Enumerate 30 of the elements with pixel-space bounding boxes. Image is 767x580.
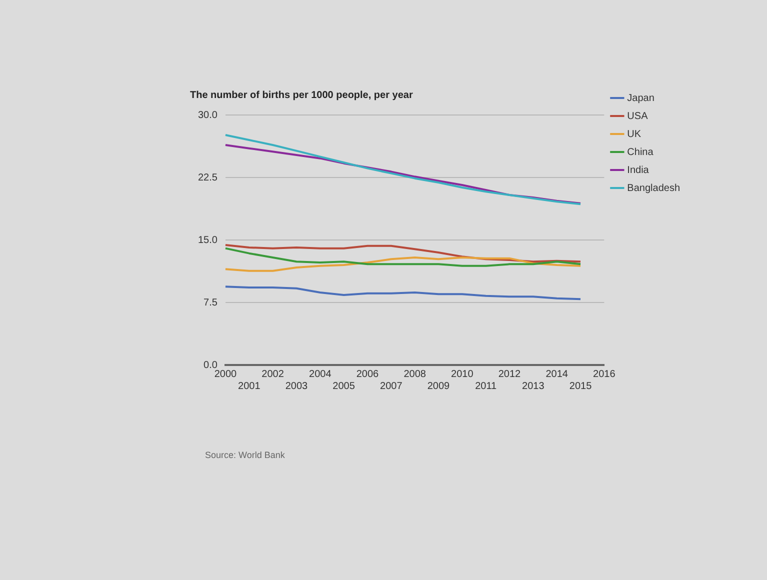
y-tick-label: 30.0 <box>198 110 218 121</box>
legend-label: Bangladesh <box>627 182 680 194</box>
x-tick-label: 2011 <box>475 380 498 392</box>
x-tick-label: 2003 <box>285 380 308 392</box>
x-tick-label: 2015 <box>569 380 592 392</box>
x-tick-label: 2005 <box>332 380 356 392</box>
source-note: Source: World Bank <box>205 450 285 460</box>
y-tick-label: 15.0 <box>198 234 218 246</box>
x-tick-label: 2008 <box>404 368 426 380</box>
legend-label: China <box>627 146 654 158</box>
x-tick-label: 2012 <box>498 368 522 380</box>
x-tick-label: 2010 <box>451 368 474 380</box>
x-tick-label: 2016 <box>593 368 616 380</box>
legend-label: Japan <box>627 92 654 104</box>
x-tick-label: 2013 <box>522 380 545 392</box>
y-tick-label: 0.0 <box>204 360 218 371</box>
x-tick-label: 2001 <box>238 380 261 392</box>
x-tick-label: 2004 <box>309 368 332 380</box>
chart-title: The number of births per 1000 people, per year <box>190 90 413 101</box>
legend-label: UK <box>627 128 642 140</box>
x-tick-label: 2007 <box>380 380 403 392</box>
legend-label: India <box>627 164 650 176</box>
x-tick-label: 2000 <box>214 368 238 380</box>
x-tick-label: 2002 <box>262 368 284 380</box>
x-tick-label: 2014 <box>546 368 568 380</box>
x-tick-label: 2009 <box>427 380 450 392</box>
y-tick-label: 7.5 <box>204 297 218 308</box>
y-tick-label: 22.5 <box>198 172 218 184</box>
x-tick-label: 2006 <box>356 368 380 380</box>
legend-label: USA <box>627 110 648 122</box>
